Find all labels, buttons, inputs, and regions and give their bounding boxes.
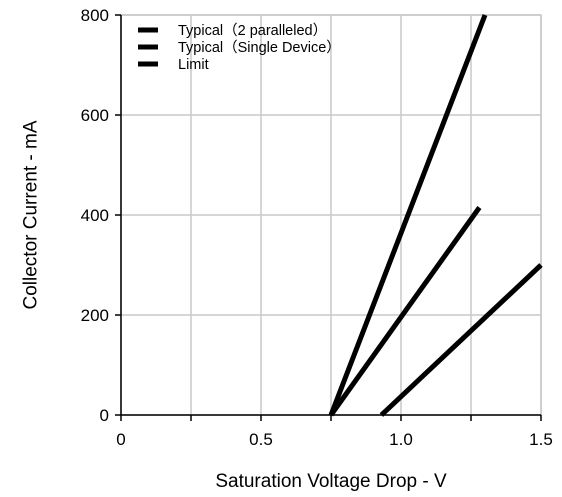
y-tick-label: 800: [81, 6, 109, 25]
series-line-2: [328, 206, 482, 417]
x-tick-label: 0: [116, 430, 125, 449]
x-tick-label: 1.5: [529, 430, 553, 449]
series-lines: [328, 14, 543, 417]
y-tick-label: 0: [100, 406, 109, 425]
x-tick-label: 0.5: [249, 430, 273, 449]
legend-label: Typical（2 paralleled）: [178, 22, 327, 39]
tick-labels: 0 0.5 1.0 1.5 0 200 400 600 800: [81, 6, 553, 449]
y-tick-label: 200: [81, 306, 109, 325]
y-axis-title: Collector Current - mA: [21, 120, 42, 309]
legend-label: Typical（Single Device）: [178, 39, 341, 56]
y-tick-label: 600: [81, 106, 109, 125]
grid: [121, 14, 542, 415]
x-tick-label: 1.0: [389, 430, 413, 449]
legend: Typical（2 paralleled）Typical（Single Devi…: [138, 22, 341, 73]
x-axis-title: Saturation Voltage Drop - V: [215, 471, 447, 492]
series-line-3: [379, 263, 543, 417]
y-tick-label: 400: [81, 206, 109, 225]
series-line-1: [328, 14, 488, 416]
legend-label: Limit: [178, 57, 209, 73]
